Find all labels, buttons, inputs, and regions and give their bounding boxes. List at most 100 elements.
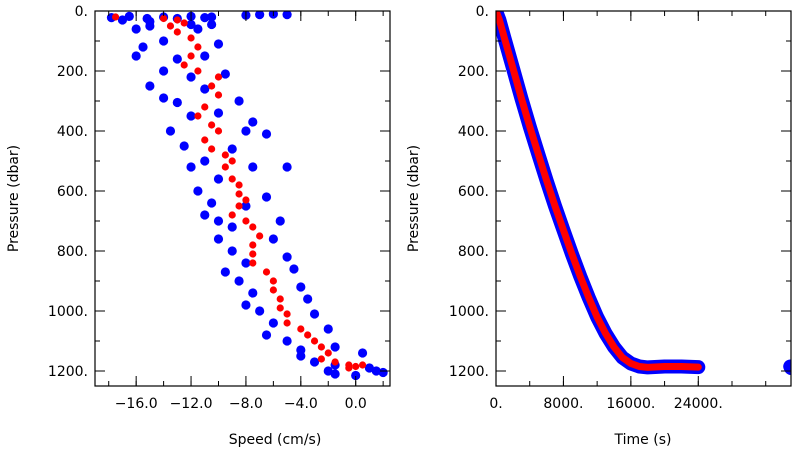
left-mean-point-40 bbox=[283, 310, 291, 318]
left-x-tick-label-1: −12.0 bbox=[170, 396, 213, 412]
left-cloud-point-29 bbox=[200, 84, 210, 94]
left-mean-point-27 bbox=[235, 202, 243, 210]
left-mean-point-31 bbox=[256, 232, 264, 240]
left-x-tick-label-2: −8.0 bbox=[229, 396, 263, 412]
left-cloud-point-6 bbox=[200, 13, 210, 23]
left-mean-point-39 bbox=[276, 304, 284, 312]
left-mean-point-12 bbox=[208, 82, 216, 90]
left-cloud-point-16 bbox=[186, 19, 196, 30]
left-y-tick-label-1: 200. bbox=[57, 64, 88, 80]
left-cloud-point-49 bbox=[241, 201, 251, 211]
left-cloud-point-22 bbox=[172, 54, 182, 64]
left-mean-point-44 bbox=[310, 337, 319, 345]
right-x-tick-label-3: 24000. bbox=[674, 396, 723, 412]
left-mean-point-35 bbox=[262, 268, 271, 276]
left-mean-point-10 bbox=[194, 67, 202, 75]
left-cloud-point-47 bbox=[207, 198, 217, 208]
left-mean-point-52 bbox=[358, 361, 367, 369]
left-mean-point-3 bbox=[180, 19, 188, 27]
left-mean-point-2 bbox=[173, 16, 181, 24]
left-cloud-point-45 bbox=[213, 174, 224, 184]
left-cloud-point-25 bbox=[159, 66, 169, 76]
left-mean-point-43 bbox=[304, 331, 312, 339]
left-mean-point-0 bbox=[111, 13, 120, 21]
right-y-tick-label-6: 1200. bbox=[449, 364, 489, 380]
right-y-tick-label-3: 600. bbox=[458, 184, 489, 200]
left-y-tick-label-0: 0. bbox=[75, 4, 88, 20]
left-mean-point-50 bbox=[352, 362, 360, 371]
right-panel: 0.200.400.600.800.1000.1200.0. 8000. 16000… bbox=[406, 4, 792, 448]
left-y-tick-label-5: 1000. bbox=[48, 304, 88, 320]
left-cloud-point-55 bbox=[213, 234, 224, 244]
right-x-tick-label-2: 16000. bbox=[606, 396, 655, 412]
left-mean-point-6 bbox=[187, 34, 195, 42]
left-mean-point-15 bbox=[194, 112, 202, 120]
left-mean-point-21 bbox=[228, 157, 236, 165]
left-cloud-point-42 bbox=[200, 156, 210, 166]
left-cloud-point-19 bbox=[159, 36, 169, 46]
left-mean-point-37 bbox=[269, 286, 277, 294]
left-cloud-point-60 bbox=[220, 267, 230, 277]
left-cloud-point-74 bbox=[357, 348, 368, 358]
left-cloud-point-39 bbox=[261, 129, 272, 139]
right-y-tick-label-4: 800. bbox=[458, 244, 489, 260]
left-cloud-point-61 bbox=[234, 276, 244, 286]
left-mean-point-22 bbox=[221, 163, 229, 171]
left-mean-point-23 bbox=[228, 175, 236, 183]
left-mean-point-30 bbox=[249, 223, 257, 231]
left-mean-point-29 bbox=[242, 217, 250, 225]
left-cloud-point-64 bbox=[303, 294, 313, 304]
left-cloud-point-21 bbox=[131, 51, 141, 61]
left-y-tick-label-2: 400. bbox=[57, 124, 88, 140]
left-cloud-point-54 bbox=[268, 234, 278, 244]
left-mean-point-34 bbox=[249, 259, 257, 267]
right-y-tick-label-5: 1000. bbox=[449, 304, 489, 320]
left-cloud-point-38 bbox=[241, 126, 251, 136]
left-cloud-point-36 bbox=[165, 126, 176, 136]
left-mean-point-14 bbox=[201, 103, 209, 111]
left-mean-point-45 bbox=[317, 343, 325, 351]
left-cloud-point-78 bbox=[364, 363, 375, 373]
left-cloud-point-15 bbox=[145, 21, 155, 31]
left-cloud-point-76 bbox=[309, 357, 320, 367]
left-cloud-point-46 bbox=[193, 186, 203, 196]
left-mean-point-24 bbox=[235, 181, 243, 189]
left-cloud-point-70 bbox=[261, 330, 272, 340]
left-cloud-point-68 bbox=[309, 309, 320, 319]
left-mean-point-42 bbox=[297, 325, 305, 333]
right-x-axis-title: Time (s) bbox=[614, 432, 672, 448]
left-mean-point-7 bbox=[194, 43, 202, 51]
left-mean-point-17 bbox=[214, 127, 223, 135]
left-cloud-point-18 bbox=[207, 19, 217, 30]
left-cloud-point-41 bbox=[186, 162, 196, 172]
left-cloud-point-20 bbox=[138, 42, 148, 52]
left-mean-point-25 bbox=[235, 190, 243, 198]
left-cloud-point-35 bbox=[248, 117, 258, 127]
left-cloud-point-40 bbox=[227, 144, 237, 154]
left-cloud-point-12 bbox=[117, 15, 128, 25]
left-cloud-point-81 bbox=[378, 367, 388, 378]
left-y-tick-label-3: 600. bbox=[57, 184, 88, 200]
left-mean-point-33 bbox=[249, 250, 257, 258]
left-mean-point-32 bbox=[249, 241, 257, 249]
left-cloud-point-57 bbox=[241, 258, 251, 268]
left-mean-point-48 bbox=[331, 358, 339, 366]
left-cloud-point-56 bbox=[227, 246, 237, 256]
right-y-tick-label-2: 400. bbox=[458, 124, 489, 140]
left-y-tick-label-4: 800. bbox=[57, 244, 88, 260]
left-mean-point-9 bbox=[180, 61, 188, 69]
left-mean-point-28 bbox=[228, 211, 236, 219]
left-cloud-point-17 bbox=[193, 24, 203, 34]
left-cloud-point-31 bbox=[172, 97, 182, 108]
left-x-tick-label-3: −4.0 bbox=[284, 396, 318, 412]
left-cloud-point-26 bbox=[186, 72, 196, 82]
left-cloud-point-69 bbox=[323, 324, 333, 334]
left-mean-point-1 bbox=[160, 14, 168, 23]
left-mean-point-36 bbox=[269, 277, 277, 285]
left-mean-point-47 bbox=[317, 355, 325, 363]
right-y-tick-label-1: 200. bbox=[458, 64, 489, 80]
left-mean-point-11 bbox=[214, 73, 223, 81]
left-cloud-point-30 bbox=[159, 93, 169, 103]
left-mean-point-19 bbox=[208, 145, 216, 153]
